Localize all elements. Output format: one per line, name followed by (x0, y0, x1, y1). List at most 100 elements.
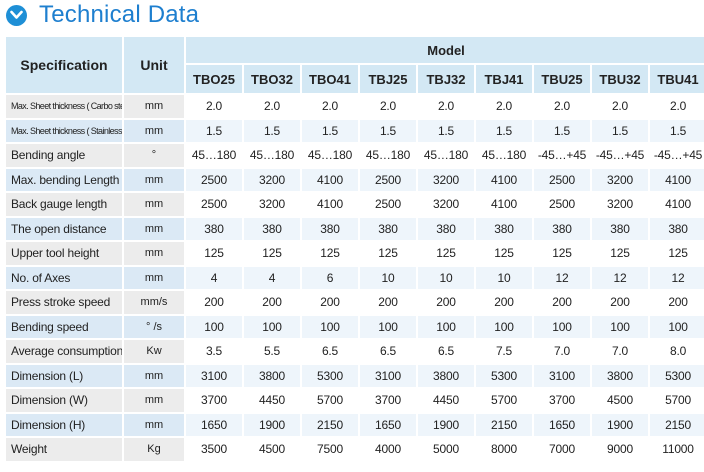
value-cell: 125 (186, 242, 242, 265)
value-cell: 3800 (418, 364, 474, 387)
value-cell: 2.0 (650, 95, 704, 118)
value-cell: 200 (476, 291, 532, 314)
value-cell: 1.5 (534, 119, 590, 142)
value-cell: 4450 (244, 389, 300, 412)
spec-label: No. of Axes (6, 266, 122, 289)
value-cell: 125 (476, 242, 532, 265)
model-column-header: TBJ32 (418, 65, 474, 93)
table-row: Back gauge length mm 2500 3200 4100 2500 3200 4… (6, 193, 704, 216)
value-cell: 3.5 (186, 340, 242, 363)
value-cell: 1.5 (418, 119, 474, 142)
table-row: Upper tool height mm 125 125 125 125 125 125 125… (6, 242, 704, 265)
table-row: Bending speed ° /s 100 100 100 100 100 100 100 10… (6, 315, 704, 338)
spec-label: Max. Sheet thickness ( Stainless steel) (6, 119, 122, 142)
value-cell: 6 (302, 266, 358, 289)
table-row: Dimension (H) mm 1650 1900 2150 1650 1900 2150 1… (6, 413, 704, 436)
value-cell: 380 (650, 217, 704, 240)
value-cell: 6.5 (302, 340, 358, 363)
value-cell: 100 (650, 315, 704, 338)
value-cell: 5700 (476, 389, 532, 412)
value-cell: 1650 (534, 413, 590, 436)
value-cell: 380 (418, 217, 474, 240)
value-cell: 3700 (186, 389, 242, 412)
value-cell: 3800 (244, 364, 300, 387)
value-cell: 200 (244, 291, 300, 314)
value-cell: 2.0 (418, 95, 474, 118)
table-row: Dimension (W) mm 3700 4450 5700 3700 4450 5700 3… (6, 389, 704, 412)
value-cell: 380 (476, 217, 532, 240)
value-cell: 4100 (650, 193, 704, 216)
unit-cell: mm (124, 364, 184, 387)
unit-cell: mm (124, 242, 184, 265)
value-cell: 2500 (186, 193, 242, 216)
spec-label: Back gauge length (6, 193, 122, 216)
value-cell: 200 (186, 291, 242, 314)
value-cell: 7.0 (534, 340, 590, 363)
model-column-header: TBU25 (534, 65, 590, 93)
value-cell: 380 (186, 217, 242, 240)
model-column-header: TBJ41 (476, 65, 532, 93)
value-cell: 4 (244, 266, 300, 289)
value-cell: -45…+45 (592, 144, 648, 167)
value-cell: 2150 (302, 413, 358, 436)
value-cell: 1.5 (302, 119, 358, 142)
table-row: The open distance mm 380 380 380 380 380 380 380… (6, 217, 704, 240)
value-cell: 8.0 (650, 340, 704, 363)
value-cell: 3700 (534, 389, 590, 412)
model-column-header: TBO32 (244, 65, 300, 93)
value-cell: 4500 (592, 389, 648, 412)
value-cell: 7500 (302, 438, 358, 461)
unit-cell: Kg (124, 438, 184, 461)
value-cell: 3200 (592, 193, 648, 216)
value-cell: 380 (534, 217, 590, 240)
spec-label: Max. Sheet thickness ( Carbo steel) (6, 95, 122, 118)
value-cell: 4000 (360, 438, 416, 461)
value-cell: 45…180 (360, 144, 416, 167)
unit-cell: ° (124, 144, 184, 167)
value-cell: 3800 (592, 364, 648, 387)
value-cell: 125 (592, 242, 648, 265)
value-cell: 3100 (534, 364, 590, 387)
value-cell: 12 (650, 266, 704, 289)
spec-label: Dimension (W) (6, 389, 122, 412)
value-cell: 3700 (360, 389, 416, 412)
value-cell: 1900 (418, 413, 474, 436)
value-cell: 9000 (592, 438, 648, 461)
value-cell: 7000 (534, 438, 590, 461)
value-cell: 5.5 (244, 340, 300, 363)
value-cell: 4100 (476, 168, 532, 191)
value-cell: 5700 (302, 389, 358, 412)
value-cell: 125 (418, 242, 474, 265)
value-cell: 200 (302, 291, 358, 314)
unit-cell: Kw (124, 340, 184, 363)
unit-cell: mm (124, 389, 184, 412)
value-cell: 1.5 (476, 119, 532, 142)
value-cell: 45…180 (302, 144, 358, 167)
value-cell: 7.0 (592, 340, 648, 363)
value-cell: 1.5 (592, 119, 648, 142)
value-cell: 200 (534, 291, 590, 314)
value-cell: 10 (360, 266, 416, 289)
unit-cell: mm (124, 168, 184, 191)
value-cell: 125 (360, 242, 416, 265)
spec-label: Bending speed (6, 315, 122, 338)
value-cell: 3200 (244, 193, 300, 216)
spec-label: The open distance (6, 217, 122, 240)
value-cell: -45…+45 (534, 144, 590, 167)
value-cell: 3100 (186, 364, 242, 387)
value-cell: 380 (244, 217, 300, 240)
value-cell: 10 (476, 266, 532, 289)
table-row: Max. bending Length mm 2500 3200 4100 2500 320… (6, 168, 704, 191)
value-cell: 125 (302, 242, 358, 265)
value-cell: 4100 (476, 193, 532, 216)
table-row: Bending angle ° 45…180 45…180 45…180 45…180 45… (6, 144, 704, 167)
model-header: Model (186, 37, 704, 63)
table-row: Weight Kg 3500 4500 7500 4000 5000 8000 7000 9000… (6, 438, 704, 461)
value-cell: 11000 (650, 438, 704, 461)
value-cell: 5000 (418, 438, 474, 461)
table-row: Max. Sheet thickness ( Carbo steel) mm 2.0… (6, 95, 704, 118)
value-cell: 3200 (418, 168, 474, 191)
value-cell: 200 (650, 291, 704, 314)
spec-label: Dimension (L) (6, 364, 122, 387)
spec-label: Weight (6, 438, 122, 461)
